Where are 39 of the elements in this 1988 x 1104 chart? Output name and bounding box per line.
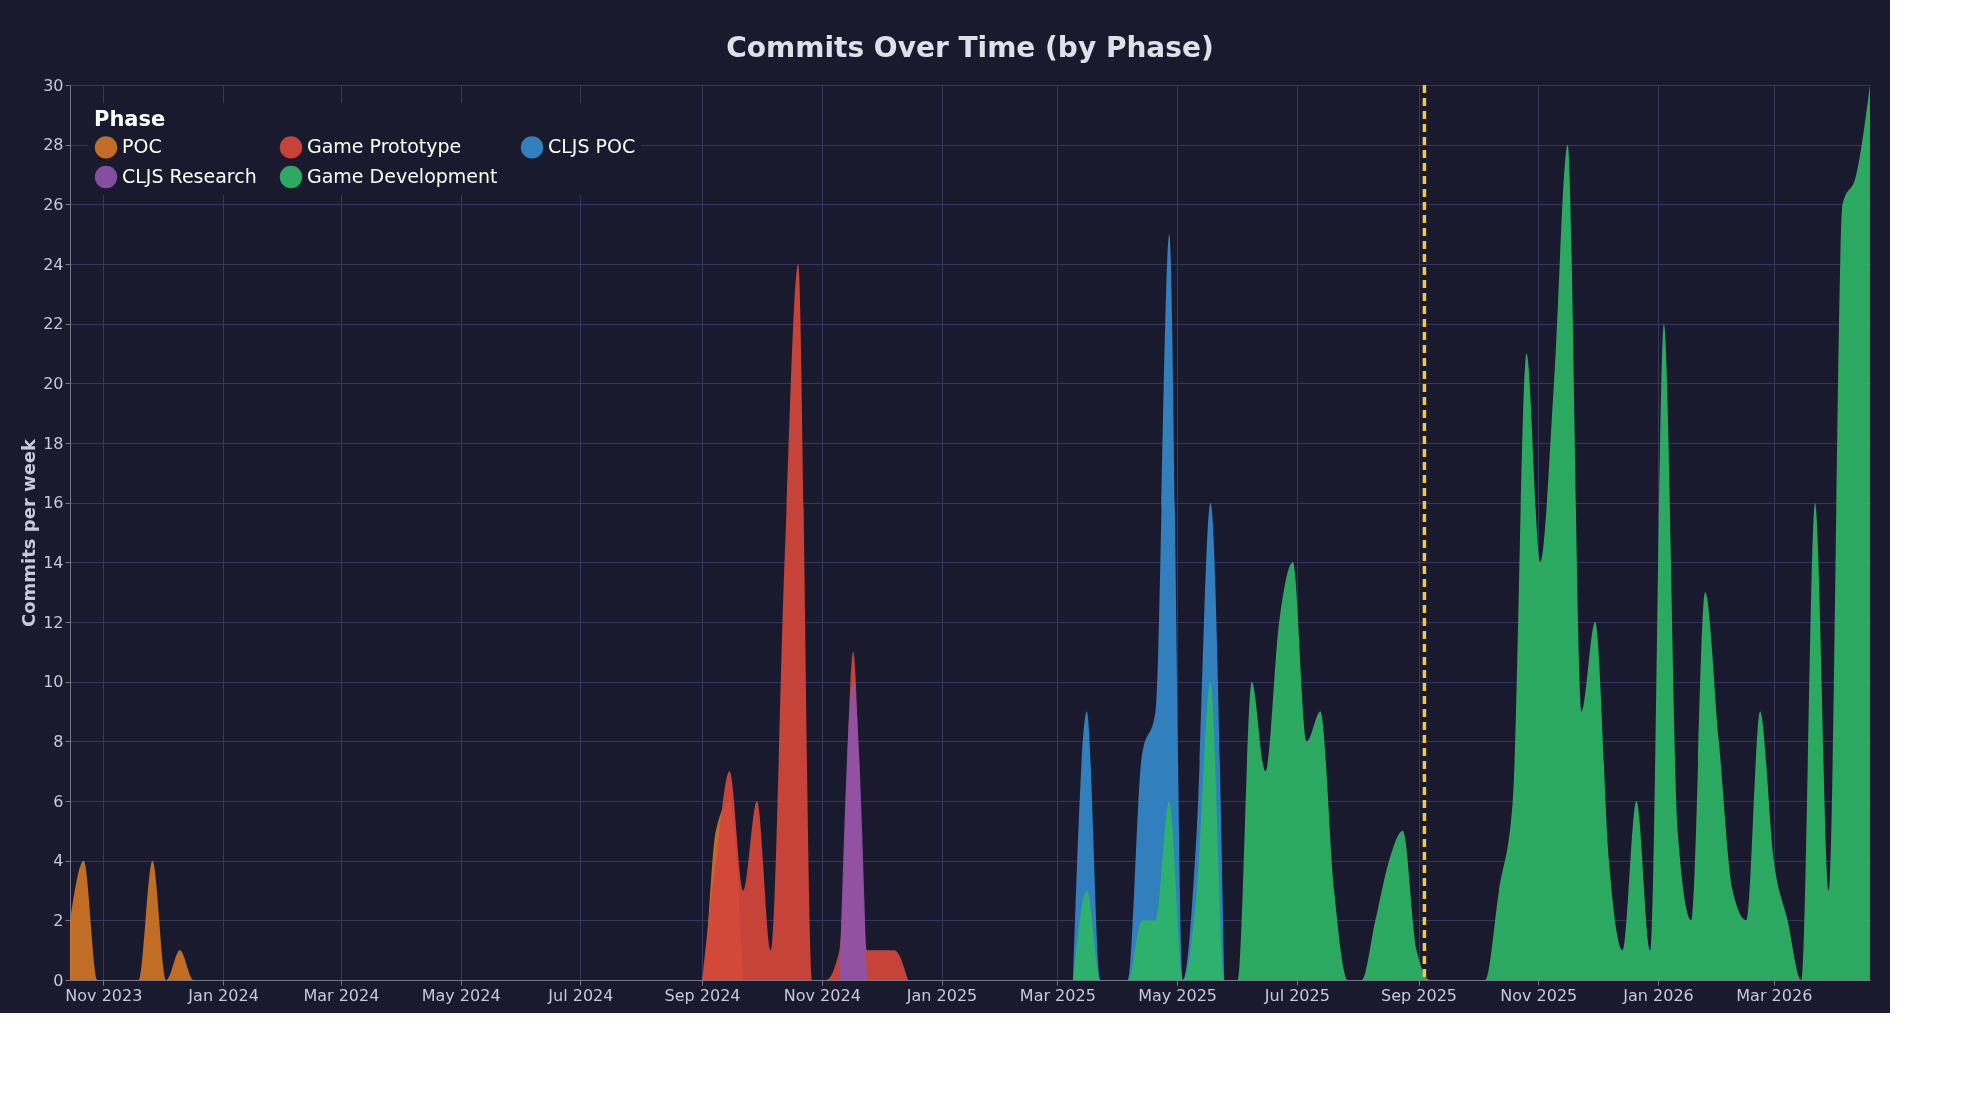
y-tick-label: 12 [43,612,64,632]
y-tick-label: 26 [43,194,64,214]
legend-title: Phase [94,107,166,131]
x-tick-label: Nov 2024 [783,985,861,1005]
legend-label: Game Development [307,165,498,187]
legend-label: POC [122,135,162,158]
x-tick-label: Mar 2026 [1736,985,1813,1005]
legend-label: CLJS POC [548,135,636,158]
x-tick-label: Jan 2025 [905,985,978,1005]
y-tick-label: 18 [43,433,64,453]
y-tick-label: 28 [43,135,64,155]
x-tick-label: Nov 2025 [1500,985,1578,1005]
x-tick-label: Jul 2024 [547,985,614,1005]
y-tick-label: 4 [53,851,64,871]
x-tick-label: May 2024 [421,985,501,1005]
y-tick-label: 14 [43,552,64,572]
y-tick-label: 20 [43,373,64,393]
x-tick-label: Sep 2024 [664,985,741,1005]
y-tick-label: 22 [43,314,64,334]
y-axis-title: Commits per week [18,437,40,628]
y-tick-label: 30 [43,75,64,95]
y-tick-label: 8 [53,731,64,751]
x-tick-label: Mar 2024 [303,985,380,1005]
x-tick-label: Sep 2025 [1381,985,1458,1005]
x-tick-label: May 2025 [1138,985,1218,1005]
x-tick-label: Nov 2023 [65,985,143,1005]
y-tick-label: 6 [53,791,64,811]
legend-label: Game Prototype [307,135,462,158]
x-tick-label: Mar 2025 [1019,985,1096,1005]
y-tick-label: 24 [43,254,64,274]
y-tick-label: 16 [43,493,64,513]
x-tick-label: Jul 2025 [1263,985,1330,1005]
y-tick-label: 0 [53,970,64,990]
legend-label: CLJS Research [122,165,257,187]
y-tick-label: 2 [53,910,64,930]
x-tick-label: Jan 2026 [1622,985,1694,1005]
chart-title: Commits Over Time (by Phase) [726,31,1214,64]
y-tick-label: 10 [43,672,64,692]
x-tick-label: Jan 2024 [187,985,259,1005]
